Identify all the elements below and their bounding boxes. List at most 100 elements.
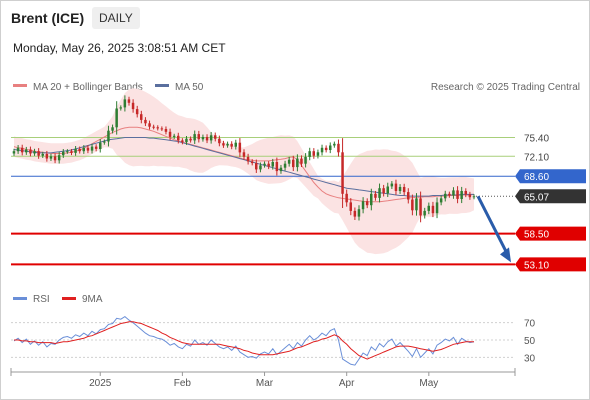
candle-body xyxy=(164,129,168,132)
candle-body xyxy=(382,188,385,194)
candle-body xyxy=(181,140,184,143)
candle-body xyxy=(427,205,430,211)
x-tick-label: Apr xyxy=(339,378,355,389)
arrow-shaft xyxy=(476,195,510,257)
candle-body xyxy=(398,187,402,191)
candle-body xyxy=(234,142,237,147)
resistance-label: 75.40 xyxy=(524,134,549,145)
ma20-legend-swatch xyxy=(13,84,27,87)
arrow-head xyxy=(500,247,511,263)
rsi-panel: RSI 9MA 70 50 30 xyxy=(11,294,536,366)
support-label: 58.50 xyxy=(524,230,549,241)
last-price-label: 65.07 xyxy=(524,192,549,203)
projection-arrow xyxy=(476,195,511,263)
candle-body xyxy=(90,146,94,151)
candle-body xyxy=(53,156,57,161)
rsi-ma-legend-swatch xyxy=(62,297,76,300)
candle-body xyxy=(148,123,151,127)
candle-body xyxy=(275,162,279,172)
candle-body xyxy=(123,99,127,108)
candle-body xyxy=(357,209,361,217)
bollinger-band-area xyxy=(14,88,474,255)
candle-body xyxy=(16,147,20,152)
candle-body xyxy=(320,147,324,153)
candle-body xyxy=(189,138,192,141)
candle-body xyxy=(230,143,233,147)
candle-body xyxy=(115,108,118,128)
candle-body xyxy=(25,149,28,153)
candle-body xyxy=(49,156,53,159)
support-tag xyxy=(515,226,586,241)
candle-body xyxy=(283,163,287,168)
candle-body xyxy=(370,193,373,206)
candle-body xyxy=(45,154,49,159)
candle-body xyxy=(103,141,106,143)
candle-body xyxy=(140,114,143,120)
candle-body xyxy=(78,148,81,152)
x-tick-label: 2025 xyxy=(89,378,112,389)
candle-body xyxy=(70,151,73,153)
candle-body xyxy=(448,193,451,196)
x-tick-label: May xyxy=(419,378,438,389)
candle-body xyxy=(82,147,85,152)
candle-body xyxy=(222,143,225,146)
candle-body xyxy=(271,162,274,167)
candle-body xyxy=(456,190,459,199)
candle-body xyxy=(316,152,320,156)
candle-body xyxy=(172,135,176,137)
candle-body xyxy=(365,201,369,206)
rsi-tick-label: 50 xyxy=(524,336,536,347)
candle-body xyxy=(415,198,418,211)
candle-body xyxy=(468,194,472,198)
candle-body xyxy=(345,193,348,203)
candle-body xyxy=(209,135,213,141)
price-levels: 75.40 72.10 68.60 65.07 58.50 53.10 xyxy=(11,134,586,272)
candle-body xyxy=(296,158,299,168)
candle-body xyxy=(287,159,291,164)
candle-body xyxy=(341,152,344,194)
candle-body xyxy=(226,143,229,146)
candle-body xyxy=(131,102,135,110)
rsi-tick-label: 70 xyxy=(524,319,536,330)
ma50-legend-label: MA 50 xyxy=(175,82,204,93)
period-badge[interactable]: DAILY xyxy=(92,7,140,29)
resistance-label: 72.10 xyxy=(524,152,549,163)
candle-body xyxy=(107,130,110,142)
candle-body xyxy=(246,156,250,162)
candle-body xyxy=(431,205,435,214)
rsi-ma-legend-label: 9MA xyxy=(82,294,103,305)
x-tick-label: Mar xyxy=(256,378,274,389)
candle-body xyxy=(119,107,122,109)
candle-body xyxy=(193,134,196,141)
candle-body xyxy=(394,183,398,191)
candle-body xyxy=(201,137,205,140)
support-label: 53.10 xyxy=(524,260,549,271)
candle-body xyxy=(86,147,90,151)
candle-body xyxy=(160,128,164,130)
candle-body xyxy=(33,151,36,154)
candle-body xyxy=(329,145,332,150)
candle-body xyxy=(439,198,443,203)
candle-body xyxy=(460,191,463,199)
candle-body xyxy=(472,196,476,198)
candle-body xyxy=(361,201,365,210)
candle-body xyxy=(374,193,377,198)
candle-body xyxy=(238,142,242,153)
candle-body xyxy=(386,186,389,194)
ma50-legend-swatch xyxy=(155,84,169,87)
candle-body xyxy=(419,198,422,216)
candle-body xyxy=(292,159,295,168)
x-tick-label: Feb xyxy=(174,378,192,389)
candle-body xyxy=(312,151,315,156)
candle-body xyxy=(156,127,159,129)
candle-body xyxy=(185,138,188,143)
candle-body xyxy=(349,202,352,211)
candle-body xyxy=(57,155,61,161)
candle-body xyxy=(255,163,258,170)
candle-body xyxy=(74,148,77,153)
candle-body xyxy=(218,138,221,144)
candle-body xyxy=(29,149,32,154)
candle-body xyxy=(353,210,357,217)
candle-body xyxy=(308,151,311,157)
